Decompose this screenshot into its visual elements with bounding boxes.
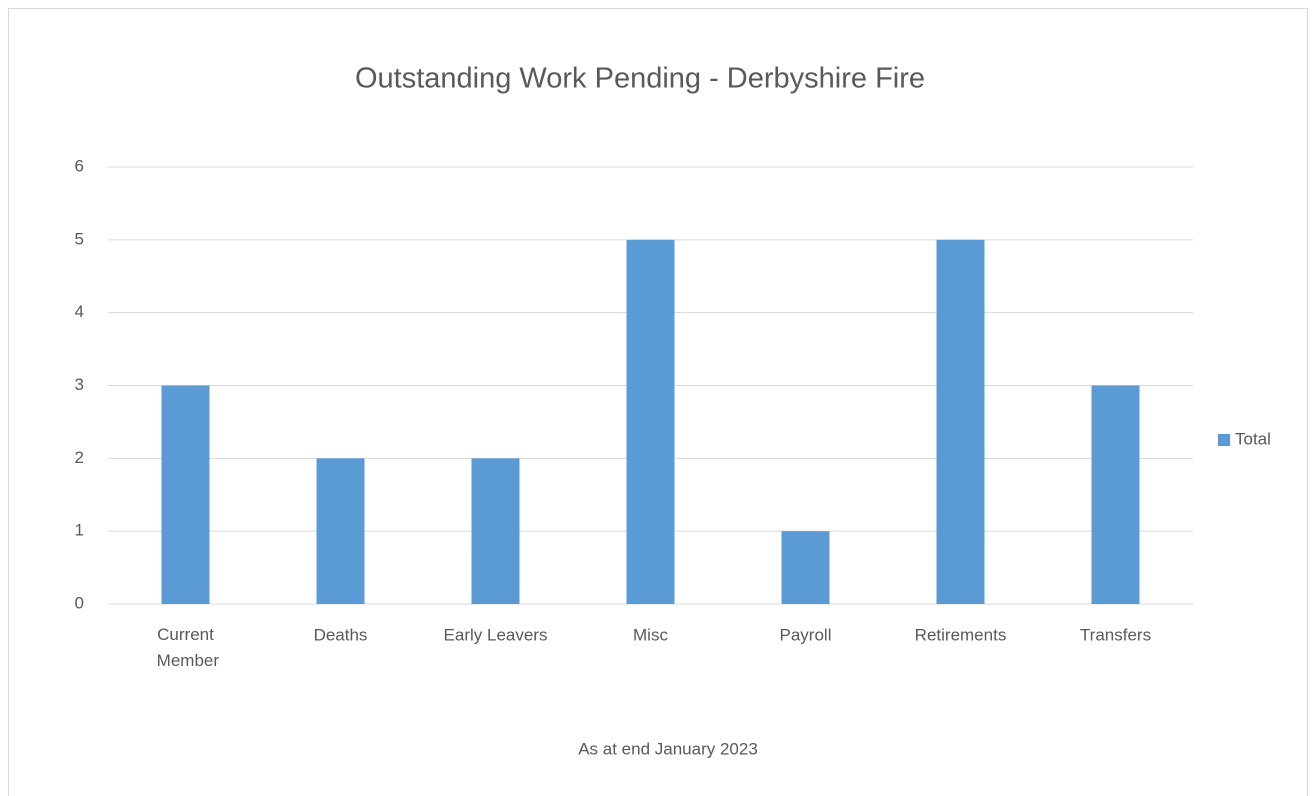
bar <box>316 458 365 604</box>
bar <box>626 239 675 605</box>
bar <box>161 385 210 604</box>
x-tick-label: Early Leavers <box>444 625 548 644</box>
x-tick-label: Deaths <box>314 625 368 644</box>
bar <box>471 458 520 604</box>
x-tick-label: Misc <box>633 625 668 644</box>
y-tick-label: 0 <box>75 593 84 612</box>
legend-label: Total <box>1235 429 1271 448</box>
chart-subtitle: As at end January 2023 <box>578 739 758 758</box>
x-tick-label: Payroll <box>780 625 832 644</box>
y-tick-label: 1 <box>75 521 84 540</box>
bar <box>781 531 830 604</box>
y-tick-label: 6 <box>75 156 84 175</box>
y-tick-label: 2 <box>75 448 84 467</box>
x-tick-label: Transfers <box>1080 625 1151 644</box>
legend-swatch <box>1218 434 1230 446</box>
chart-title: Outstanding Work Pending - Derbyshire Fi… <box>355 63 925 95</box>
y-tick-label: 3 <box>75 375 84 394</box>
y-tick-label: 5 <box>75 229 84 248</box>
x-tick-label: Retirements <box>915 625 1007 644</box>
bar <box>936 239 985 605</box>
y-tick-label: 4 <box>75 302 84 321</box>
bar <box>1091 385 1140 604</box>
x-tick-label: Current Member <box>152 625 219 670</box>
